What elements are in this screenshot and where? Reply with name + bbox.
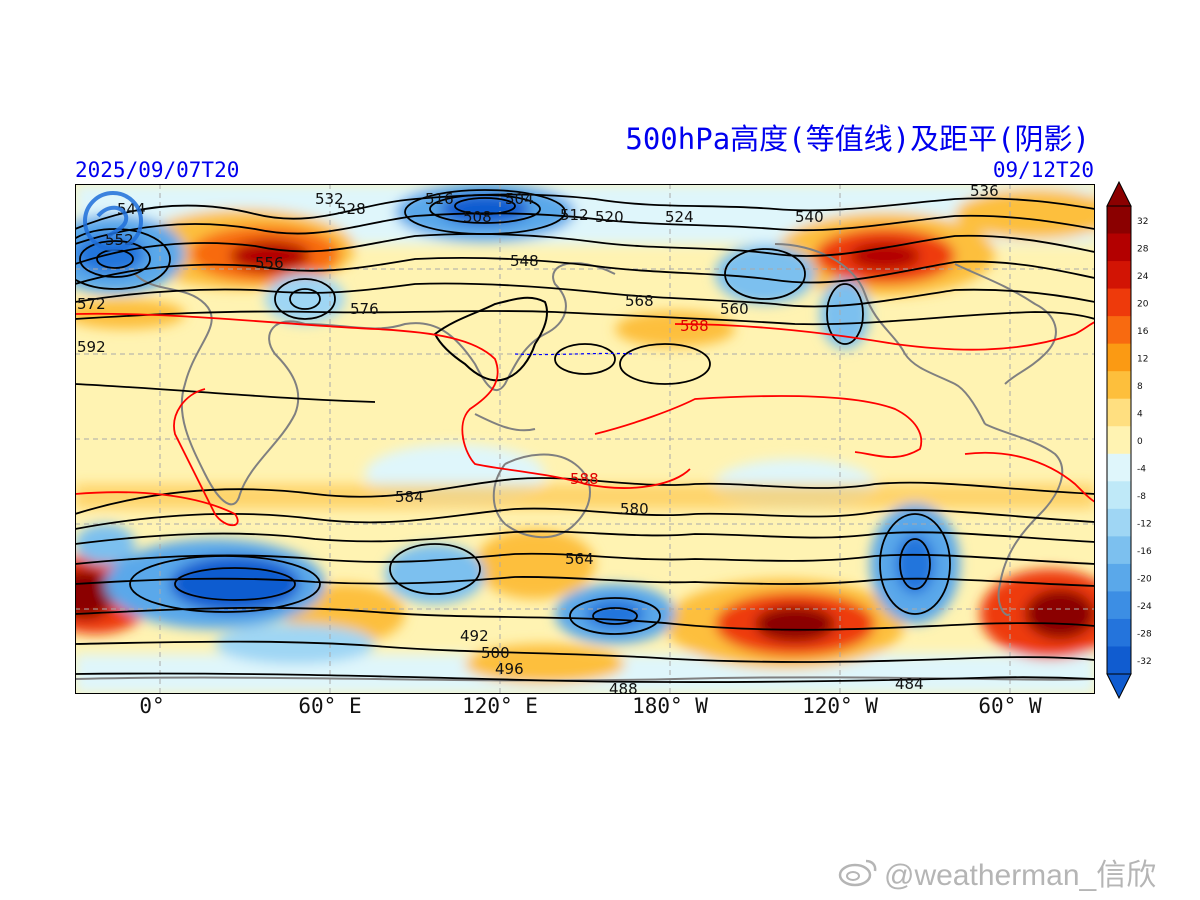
lon-label-120e: 120° E (462, 694, 538, 718)
colorbar-swatch (1107, 481, 1131, 510)
contour-label: 520 (595, 208, 624, 226)
contour-label: 560 (720, 300, 749, 318)
contour-label: 516 (425, 190, 454, 208)
colorbar-swatch (1107, 646, 1131, 675)
watermark-text: @weatherman_信欣 (884, 859, 1157, 892)
colorbar-swatch (1107, 398, 1131, 427)
colorbar-swatch (1107, 591, 1131, 620)
colorbar-min-arrow (1106, 673, 1132, 700)
colorbar-swatch (1107, 316, 1131, 345)
colorbar-tick-label: -4 (1137, 465, 1146, 475)
colorbar-tick-label: -16 (1137, 547, 1152, 557)
contour-label: 512 (560, 206, 589, 224)
colorbar-swatch (1107, 343, 1131, 372)
colorbar-swatch (1107, 508, 1131, 537)
colorbar-tick-label: 32 (1137, 217, 1148, 227)
colorbar-swatch (1107, 618, 1131, 647)
init-time: 2025/09/07T20 (75, 158, 240, 182)
colorbar-tick-label: -20 (1137, 575, 1152, 585)
colorbar-tick-label: 0 (1137, 437, 1143, 447)
colorbar-swatch (1107, 536, 1131, 565)
contour-label: 488 (609, 680, 638, 694)
contour-label: 528 (337, 200, 366, 218)
contour-label: 592 (77, 338, 106, 356)
height-anomaly-map: 544 532 528 516 504 508 512 520 524 548 … (75, 184, 1095, 694)
valid-time: 09/12T20 (992, 158, 1094, 182)
contour-label: 576 (350, 300, 379, 318)
colorbar-tick-label: 4 (1137, 409, 1143, 419)
colorbar-swatch (1107, 563, 1131, 592)
colorbar-tick-label: 12 (1137, 354, 1148, 364)
contour-label: 536 (970, 184, 999, 200)
agency-logo-icon (83, 191, 143, 251)
contour-label: 584 (395, 488, 424, 506)
colorbar-swatch (1107, 261, 1131, 290)
colorbar-swatch (1107, 453, 1131, 482)
colorbar-tick-label: -28 (1137, 630, 1152, 640)
contour-label: 556 (255, 254, 284, 272)
colorbar-swatch (1107, 288, 1131, 317)
contour-label: 496 (495, 660, 524, 678)
contour-label: 564 (565, 550, 594, 568)
lon-label-120w: 120° W (802, 694, 878, 718)
colorbar-swatch (1107, 426, 1131, 455)
contour-label: 508 (463, 208, 492, 226)
colorbar-swatch (1107, 371, 1131, 400)
lon-label-0: 0° (139, 694, 165, 718)
colorbar-tick-label: -32 (1137, 657, 1152, 667)
contour-label: 492 (460, 627, 489, 645)
weibo-logo-icon (838, 859, 877, 887)
map-title: 500hPa高度(等值线)及距平(阴影) (625, 122, 1090, 156)
anomaly-colorbar: 32 28 24 20 16 12 8 4 0 -4 -8 -12 -16 -20 -24 -28 -32 (1106, 180, 1152, 700)
colorbar-tick-label: -24 (1137, 602, 1152, 612)
colorbar-tick-label: 24 (1137, 272, 1149, 282)
contour-label: 568 (625, 292, 654, 310)
lon-label-60e: 60° E (298, 694, 362, 718)
colorbar-swatch (1107, 206, 1131, 235)
watermark: @weatherman_信欣 (838, 850, 1156, 894)
colorbar-tick-label: 16 (1137, 327, 1149, 337)
contour-label: 572 (77, 295, 106, 313)
contour-label: 540 (795, 208, 824, 226)
colorbar-tick-label: -12 (1137, 520, 1152, 530)
contour-label: 484 (895, 675, 924, 693)
contour-label: 580 (620, 500, 649, 518)
contour-label: 588 (680, 317, 709, 335)
lon-label-180: 180° W (632, 694, 708, 718)
colorbar-tick-label: 20 (1137, 299, 1149, 309)
contour-label: 524 (665, 208, 694, 226)
colorbar-max-arrow (1106, 180, 1132, 207)
contour-label: 532 (315, 190, 344, 208)
contour-label: 500 (481, 644, 510, 662)
ridge-label: 588 (570, 470, 599, 488)
colorbar-tick-label: 8 (1137, 382, 1143, 392)
contour-label: 548 (510, 252, 539, 270)
colorbar-tick-label: -8 (1137, 492, 1146, 502)
lon-label-60w: 60° W (978, 694, 1042, 718)
colorbar-swatch (1107, 233, 1131, 262)
colorbar-tick-label: 28 (1137, 244, 1149, 254)
contour-label: 504 (505, 190, 534, 208)
